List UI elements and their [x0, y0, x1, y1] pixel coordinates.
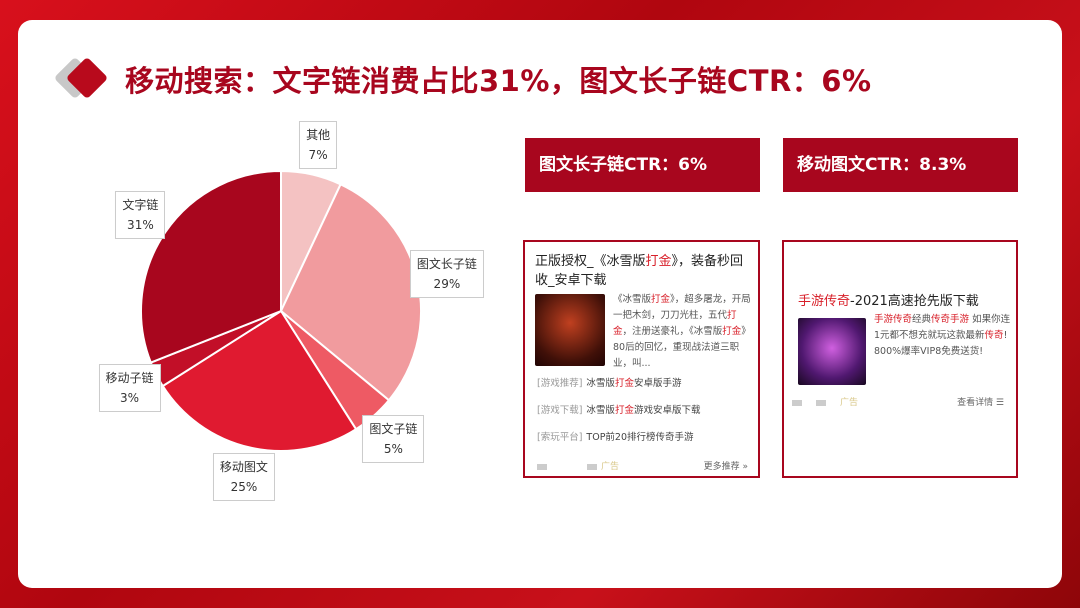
ad-title: 正版授权_《冰雪版打金》，装备秒回收_安卓下载	[535, 252, 750, 290]
ad-description: 《冰雪版打金》，超多屠龙，开局一把木剑，刀刀光柱，五代打金，注册送豪礼，《冰雪版…	[613, 292, 751, 372]
slice-value: 31%	[127, 218, 154, 233]
slice-label: 图文子链 5%	[362, 414, 425, 463]
slice-value: 3%	[119, 391, 140, 406]
text-segment: 经典	[912, 314, 932, 325]
title-icon	[55, 58, 107, 98]
text-segment: TOP前20排行榜传奇手游	[586, 432, 694, 443]
ribbon: 图文长子链CTR：6%	[525, 138, 760, 192]
text-segment: 冰雪版	[586, 378, 615, 389]
slice-value: 29%	[433, 276, 461, 291]
ad-link: [索玩平台] TOP前20排行榜传奇手游	[537, 429, 694, 443]
pie-slice	[161, 309, 358, 452]
text-segment: 安卓版手游	[633, 378, 682, 389]
slice-value: 25%	[230, 479, 258, 494]
slice-value: 7%	[308, 148, 328, 163]
text-segment: 打金	[613, 310, 737, 337]
link-source: [游戏下载]	[537, 405, 583, 416]
slide-title: 移动搜索：文字链消费占比31%，图文长子链CTR：6%	[125, 64, 872, 98]
text-segment: 《冰雪版	[613, 294, 652, 305]
slice-category: 文字链	[122, 198, 159, 213]
slice-category: 图文子链	[369, 421, 418, 436]
ad-link: [游戏下载] 冰雪版打金游戏安卓版下载	[537, 402, 700, 416]
slice-category: 移动子链	[105, 371, 154, 386]
slice-category: 其他	[306, 128, 331, 143]
more-link[interactable]: 更多推荐 »	[703, 462, 748, 472]
link-source: [索玩平台]	[537, 432, 583, 443]
text-segment: 打金	[614, 405, 634, 416]
slice-label: 图文长子链 29%	[409, 249, 484, 298]
slice-category: 图文长子链	[416, 256, 477, 271]
ad-title: 手游传奇-2021高速抢先版下载	[798, 292, 1008, 311]
ad-image	[798, 318, 866, 385]
text-segment: -2021高速抢先版下载	[850, 294, 979, 309]
text-segment: 》，装备秒回收_安卓下载	[535, 254, 744, 288]
text-segment: 传奇	[984, 330, 1004, 341]
text-segment: 手游传奇	[798, 294, 851, 309]
ribbon: 移动图文CTR：8.3%	[783, 138, 1018, 192]
slice-label: 其他 7%	[299, 121, 338, 170]
slice-label: 文字链 31%	[115, 191, 166, 240]
ad-link: [游戏推荐] 冰雪版打金安卓版手游	[537, 375, 681, 389]
ad-tag: 广告	[840, 398, 859, 408]
text-segment: 》80后的回忆，重现战法道三职业，叫...	[613, 326, 751, 369]
ad-footer: 广告	[792, 395, 858, 408]
text-segment: 打金	[614, 378, 634, 389]
ad-tag: 广告	[601, 462, 620, 472]
text-segment: 打金	[722, 326, 742, 337]
link-source: [游戏推荐]	[537, 378, 583, 389]
text-segment: ! 800%爆率VIP8免费送货!	[874, 330, 1008, 357]
text-segment: 手游传奇	[874, 314, 913, 325]
text-segment: 冰雪版	[586, 405, 615, 416]
more-link[interactable]: 查看详情 ☰	[957, 398, 1004, 408]
slice-value: 5%	[383, 441, 403, 456]
slice-category: 移动图文	[219, 459, 268, 474]
text-segment: ，注册送豪礼，《冰雪版	[622, 326, 723, 337]
slice-label: 移动子链 3%	[98, 364, 161, 413]
text-segment: 》，超多屠龙，开局一把木剑，刀刀光柱，五代	[613, 294, 751, 321]
text-segment: 传奇手游	[931, 314, 970, 325]
text-segment: 打金	[645, 254, 672, 269]
ad-image	[535, 294, 605, 366]
slice-label: 移动图文 25%	[212, 452, 275, 501]
pie-chart	[140, 169, 422, 452]
ad-card: 手游传奇-2021高速抢先版下载 手游传奇经典传奇手游 如果你连1元都不想充就玩…	[782, 240, 1018, 478]
text-segment: 如果你连1元都不想充就玩这款最新	[874, 314, 1011, 341]
ad-description: 手游传奇经典传奇手游 如果你连1元都不想充就玩这款最新传奇! 800%爆率VIP…	[874, 312, 1012, 360]
ad-card: 正版授权_《冰雪版打金》，装备秒回收_安卓下载 《冰雪版打金》，超多屠龙，开局一…	[523, 240, 760, 478]
text-segment: 游戏安卓版下载	[633, 405, 701, 416]
text-segment: 正版授权_《冰雪版	[535, 254, 646, 269]
text-segment: 打金	[651, 294, 671, 305]
ad-footer: 广告	[537, 459, 619, 472]
